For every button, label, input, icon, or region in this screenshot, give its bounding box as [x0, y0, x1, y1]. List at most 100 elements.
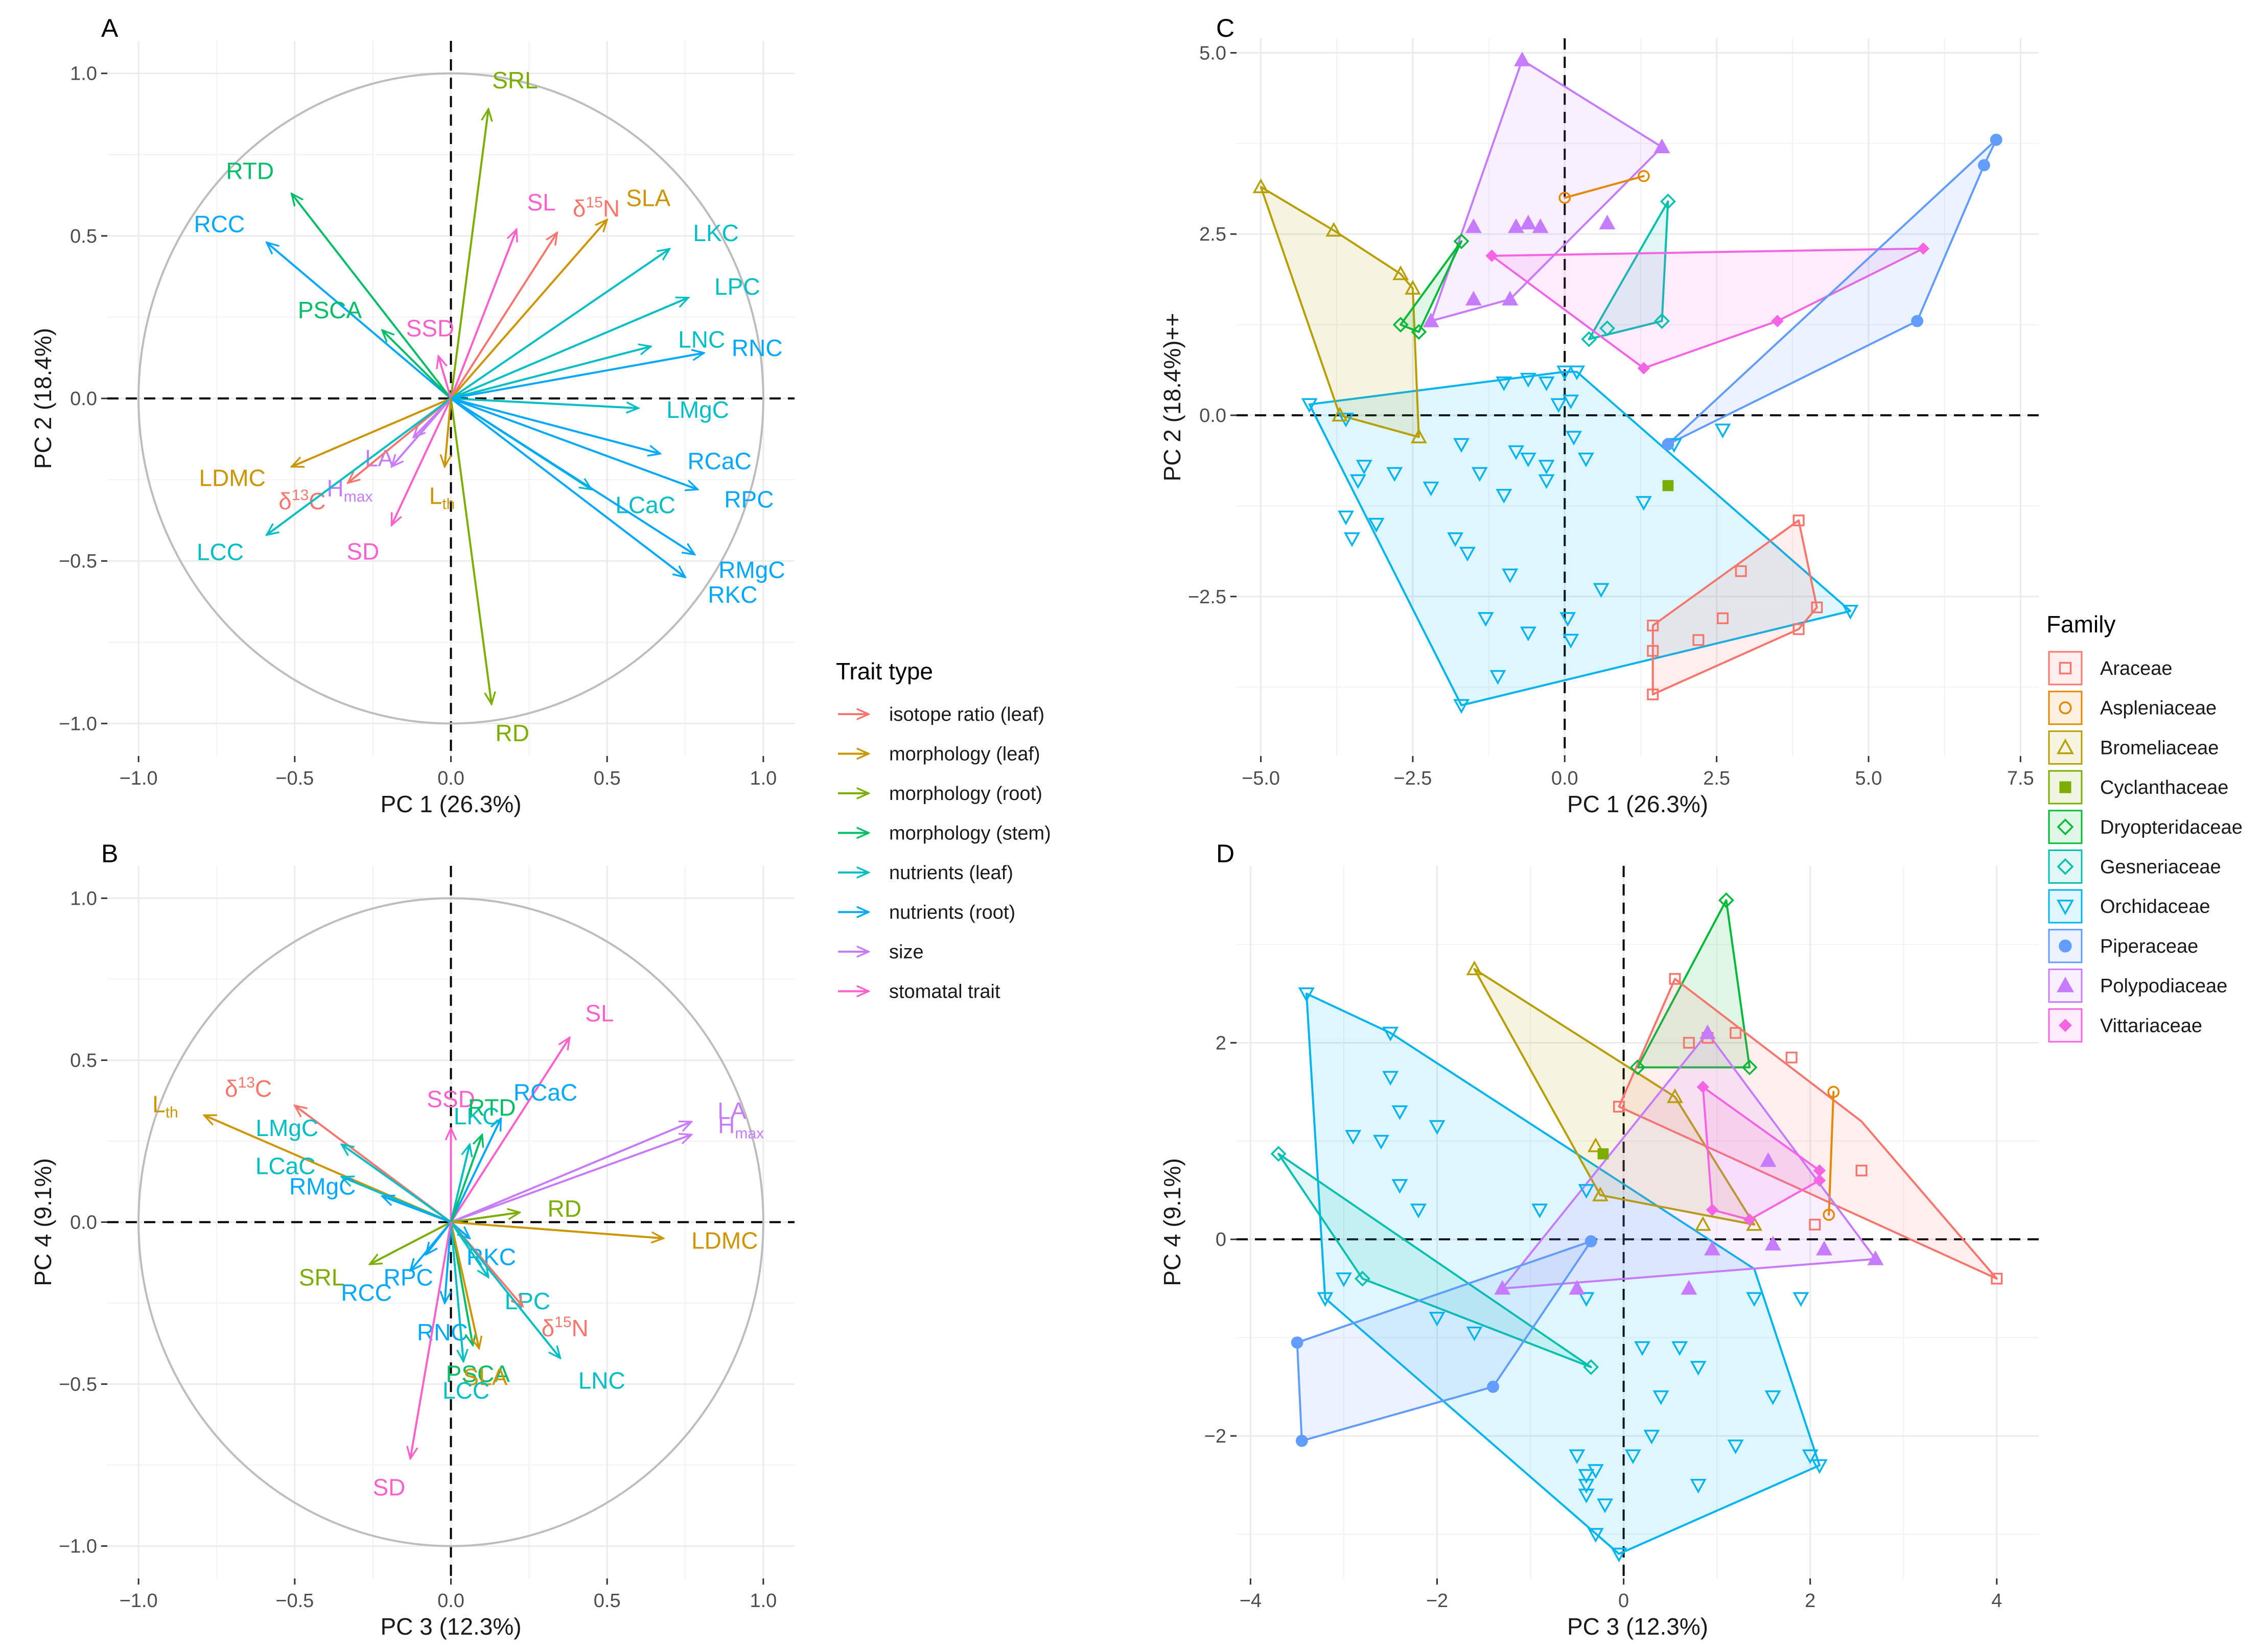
- loading-label: RKC: [708, 581, 757, 608]
- legend-key-symbol: [2059, 1019, 2072, 1032]
- point-polypodiaceae: [1704, 1240, 1721, 1256]
- loading-label: Lth: [429, 483, 455, 513]
- point-orchidaceae: [1520, 372, 1536, 388]
- loading-label: LCC: [442, 1377, 490, 1404]
- panel-tag: A: [101, 14, 119, 42]
- x-tick-label: 2.5: [1703, 768, 1730, 789]
- label-part: L: [429, 483, 442, 509]
- y-axis-title: PC 4 (9.1%): [30, 1158, 56, 1286]
- point-gesneriaceae: [1660, 193, 1676, 209]
- legend-key-symbol: [2059, 662, 2072, 675]
- loading-arrow: [451, 1221, 664, 1239]
- y-tick-label: 2.5: [1199, 224, 1226, 245]
- loading-label: δ15N: [542, 1314, 589, 1341]
- point-araceae: [1717, 612, 1729, 624]
- point-piperaceae: [1662, 438, 1674, 451]
- point-vittariaceae: [1743, 1213, 1756, 1226]
- legend-key-box: [2048, 730, 2083, 765]
- x-tick-label: 4: [1991, 1590, 2002, 1612]
- loading-arrow: [450, 1222, 463, 1362]
- point-polypodiaceae: [1465, 218, 1482, 233]
- point-orchidaceae: [1538, 376, 1555, 391]
- x-tick-label: −1.0: [120, 1590, 158, 1612]
- loading-arrow: [451, 353, 704, 399]
- point-orchidaceae: [1671, 1341, 1688, 1356]
- point-orchidaceae: [1298, 987, 1315, 1002]
- legend-label: morphology (root): [889, 783, 1042, 805]
- hull-aspleniaceae: [1828, 1091, 1835, 1216]
- loading-label: RMgC: [718, 556, 785, 583]
- point-polypodiaceae: [1599, 215, 1616, 230]
- x-tick-label: −5.0: [1242, 768, 1280, 789]
- point-dryopteridaceae: [1741, 1059, 1758, 1075]
- point-gesneriaceae: [1270, 1146, 1287, 1162]
- point-orchidaceae: [1569, 365, 1586, 381]
- hull-vittariaceae: [1701, 1085, 1821, 1221]
- y-tick-label: 1.0: [70, 63, 97, 85]
- loading-arrow: [348, 397, 452, 483]
- point-orchidaceae: [1349, 474, 1366, 489]
- x-tick-label: −2.5: [1393, 768, 1432, 789]
- point-orchidaceae: [1382, 1026, 1399, 1042]
- point-polypodiaceae: [1760, 1152, 1777, 1167]
- x-tick-label: 7.5: [2007, 768, 2034, 789]
- label-part: δ: [225, 1075, 238, 1102]
- loading-arrow: [450, 397, 661, 454]
- point-orchidaceae: [1802, 1449, 1819, 1465]
- point-orchidaceae: [1502, 569, 1519, 583]
- loading-label: LDMC: [199, 464, 265, 491]
- loading-arrow: [450, 249, 670, 399]
- point-piperaceae: [1291, 1336, 1303, 1349]
- loading-arrow: [292, 194, 452, 399]
- point-orchidaceae: [1746, 1292, 1763, 1307]
- x-tick-label: 0.0: [437, 1590, 464, 1612]
- loading-label: RCC: [341, 1280, 392, 1306]
- point-orchidaceae: [1508, 445, 1525, 460]
- point-orchidaceae: [1566, 431, 1582, 446]
- legend-label: Gesneriaceae: [2100, 857, 2221, 878]
- loading-label: LCaC: [615, 491, 675, 518]
- legend-label: Bromeliaceae: [2100, 737, 2219, 759]
- point-orchidaceae: [1531, 1203, 1548, 1219]
- point-orchidaceae: [1597, 1498, 1614, 1514]
- loading-arrow: [451, 397, 639, 408]
- loading-arrow: [450, 1119, 501, 1223]
- point-polypodiaceae: [1502, 291, 1519, 306]
- loading-label: RCaC: [687, 447, 751, 474]
- unit-circle: [137, 72, 764, 725]
- point-bromeliaceae: [1466, 960, 1483, 976]
- point-vittariaceae: [1706, 1203, 1719, 1216]
- point-vittariaceae: [1917, 242, 1930, 255]
- x-tick-label: −2: [1426, 1590, 1448, 1612]
- loading-arrow: [450, 229, 517, 399]
- hull-bromeliaceae: [1473, 968, 1756, 1226]
- point-orchidaceae: [1690, 1361, 1707, 1376]
- loading-arrow: [450, 232, 557, 399]
- unit-circle: [137, 897, 764, 1547]
- legend-key-symbol: [2059, 701, 2072, 715]
- legend-label: stomatal trait: [889, 981, 1000, 1003]
- point-dryopteridaceae: [1411, 324, 1427, 340]
- point-dryopteridaceae: [1629, 1059, 1646, 1075]
- loading-arrow: [450, 1135, 692, 1223]
- label-script: 13: [292, 487, 309, 504]
- point-orchidaceae: [1550, 398, 1567, 413]
- point-orchidaceae: [1520, 626, 1536, 642]
- legend-family: Family Araceae Aspleniaceae Bromeliaceae Cyc…: [2046, 611, 2243, 1043]
- point-polypodiaceae: [1520, 215, 1536, 230]
- point-orchidaceae: [1496, 488, 1512, 504]
- legend-label: Araceae: [2100, 658, 2173, 679]
- point-cyclanthaceae: [1597, 1148, 1609, 1160]
- loading-label: SD: [372, 1474, 405, 1501]
- loading-label: δ13C: [225, 1074, 272, 1102]
- point-orchidaceae: [1578, 1469, 1595, 1484]
- point-bromeliaceae: [1592, 1186, 1609, 1201]
- point-araceae: [1792, 514, 1805, 527]
- point-polypodiaceae: [1569, 1280, 1586, 1295]
- legend-key-box: [2048, 849, 2083, 884]
- y-tick-label: 0.0: [1199, 405, 1226, 427]
- label-script: 15: [586, 194, 602, 211]
- point-polypodiaceae: [1816, 1240, 1833, 1256]
- loading-label: SL: [527, 189, 555, 216]
- x-tick-label: −0.5: [275, 1590, 314, 1612]
